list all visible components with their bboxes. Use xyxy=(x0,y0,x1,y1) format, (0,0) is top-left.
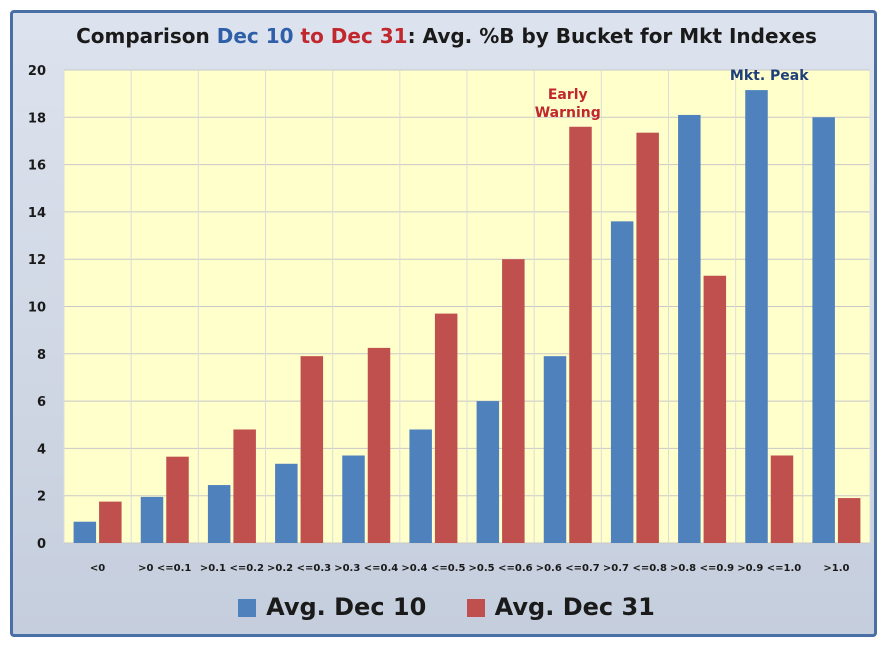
chart-legend: Avg. Dec 10 Avg. Dec 31 xyxy=(0,592,893,621)
x-tick-label: >0.4 <=0.5 xyxy=(401,563,465,574)
y-tick-label: 10 xyxy=(28,301,46,316)
x-tick-label: <0 xyxy=(90,563,105,574)
title-part-dec31: to Dec 31 xyxy=(293,24,408,48)
bar-dec31 xyxy=(636,132,659,544)
bar-dec10 xyxy=(409,429,432,543)
x-tick-label: >0.7 <=0.8 xyxy=(603,563,667,574)
bar-dec31 xyxy=(502,259,525,543)
bar-dec10 xyxy=(73,521,97,543)
title-part-1: Comparison xyxy=(76,24,217,48)
x-tick-label: >0.3 <=0.4 xyxy=(334,563,398,574)
bar-dec31 xyxy=(703,275,727,543)
x-tick-label: >0 <=0.1 xyxy=(138,563,191,574)
legend-swatch-dec10 xyxy=(238,599,257,617)
bar-dec10 xyxy=(207,485,231,543)
annotation-label: Warning xyxy=(535,105,601,121)
chart-title: Comparison Dec 10 to Dec 31: Avg. %B by … xyxy=(0,24,893,48)
annotation-label: Mkt. Peak xyxy=(730,68,809,84)
bar-dec31 xyxy=(233,429,256,543)
bar-dec31 xyxy=(300,356,324,543)
legend-swatch-dec31 xyxy=(466,599,485,617)
bar-dec10 xyxy=(543,356,567,543)
bar-dec31 xyxy=(367,347,391,543)
bar-dec10 xyxy=(140,496,164,543)
bar-dec10 xyxy=(678,114,701,543)
legend-item-dec31: Avg. Dec 31 xyxy=(466,593,655,621)
y-tick-label: 12 xyxy=(28,253,46,268)
bar-dec10 xyxy=(610,221,634,544)
title-part-dec10: Dec 10 xyxy=(216,24,294,48)
annotation-label: Early xyxy=(548,87,588,103)
bar-dec31 xyxy=(166,456,189,543)
bar-dec10 xyxy=(812,117,835,544)
y-tick-label: 2 xyxy=(37,490,46,505)
y-tick-label: 16 xyxy=(28,159,46,174)
x-tick-label: >0.5 <=0.6 xyxy=(469,563,533,574)
y-tick-label: 20 xyxy=(28,64,46,79)
x-tick-label: >0.2 <=0.3 xyxy=(267,563,331,574)
bar-dec31 xyxy=(770,455,794,543)
legend-item-dec10: Avg. Dec 10 xyxy=(238,593,426,621)
x-tick-label: >0.9 <=1.0 xyxy=(737,563,801,574)
bar-dec31 xyxy=(837,498,861,543)
bar-dec31 xyxy=(99,501,122,543)
bar-dec10 xyxy=(342,455,365,543)
x-tick-label: >1.0 xyxy=(823,563,849,574)
x-tick-label: >0.6 <=0.7 xyxy=(536,563,600,574)
bar-dec31 xyxy=(569,126,592,543)
bar-dec10 xyxy=(275,463,298,543)
y-tick-label: 0 xyxy=(37,537,46,552)
y-tick-label: 14 xyxy=(28,206,46,221)
y-tick-label: 8 xyxy=(37,348,46,363)
bar-dec10 xyxy=(745,90,768,543)
y-tick-label: 18 xyxy=(28,111,46,126)
x-tick-label: >0.1 <=0.2 xyxy=(200,563,264,574)
title-part-rest: : Avg. %B by Bucket for Mkt Indexes xyxy=(407,24,817,48)
y-tick-label: 4 xyxy=(37,442,46,457)
legend-label-dec10: Avg. Dec 10 xyxy=(266,593,427,621)
legend-label-dec31: Avg. Dec 31 xyxy=(494,593,655,621)
bar-dec31 xyxy=(434,313,458,543)
bar-dec10 xyxy=(476,401,500,543)
y-tick-label: 6 xyxy=(37,395,46,410)
x-tick-label: >0.8 <=0.9 xyxy=(670,563,734,574)
